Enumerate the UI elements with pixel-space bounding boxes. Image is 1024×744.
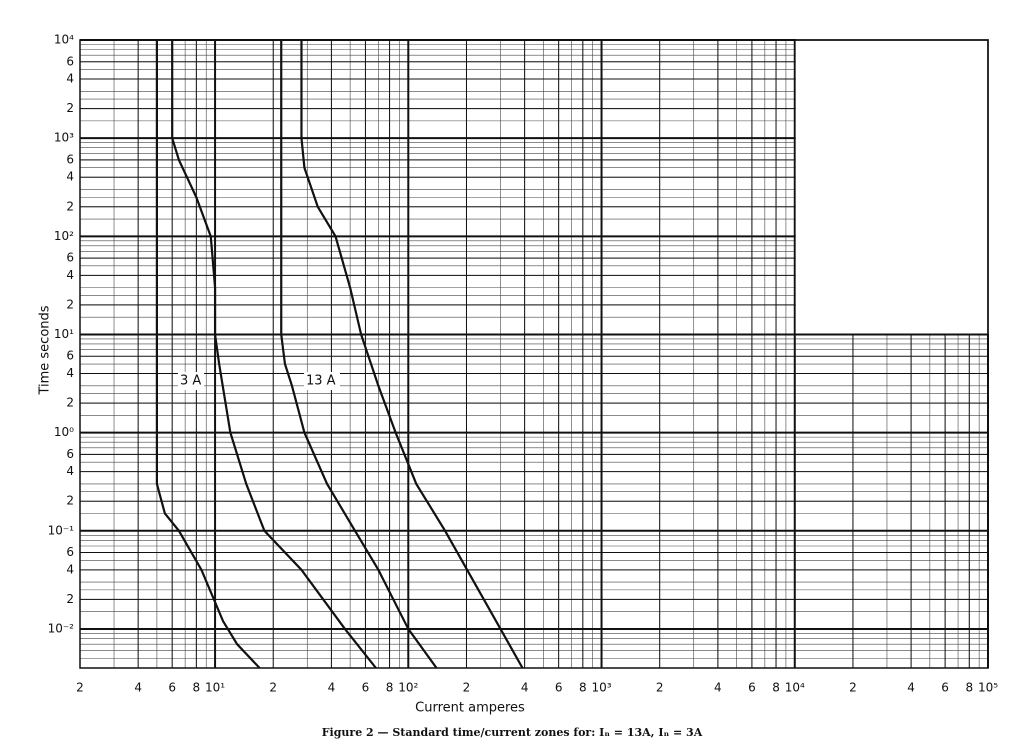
curve [155, 40, 261, 669]
curve [280, 40, 438, 669]
x-tick-label: 4 [714, 681, 722, 695]
x-tick-label: 4 [328, 681, 336, 695]
caption: Figure 2 — Standard time/current zones f… [322, 726, 703, 739]
x-tick-label: 4 [907, 681, 915, 695]
y-tick-label: 2 [66, 101, 74, 115]
y-tick-label: 6 [66, 152, 74, 166]
x-tick-label: 10³ [591, 681, 611, 695]
y-tick-label: 4 [66, 562, 74, 576]
curve [300, 40, 524, 669]
y-tick-label: 4 [66, 268, 74, 282]
y-tick-label: 2 [66, 396, 74, 410]
x-tick-label: 2 [269, 681, 277, 695]
x-tick-label: 8 [386, 681, 394, 695]
y-tick-label: 6 [66, 349, 74, 363]
x-tick-label: 8 [579, 681, 587, 695]
x-tick-label: 10¹ [205, 681, 225, 695]
y-tick-label: 6 [66, 447, 74, 461]
annotation: 13 A [306, 374, 336, 389]
x-tick-label: 2 [76, 681, 84, 695]
x-tick-label: 4 [134, 681, 142, 695]
x-tick-label: 6 [168, 681, 176, 695]
x-tick-label: 2 [849, 681, 857, 695]
y-tick-label: 2 [66, 592, 74, 606]
y-tick-label: 10² [54, 229, 74, 243]
y-tick-label: 6 [66, 251, 74, 265]
annotation: 3 A [180, 374, 201, 389]
annotation-bg [304, 372, 340, 390]
x-tick-label: 8 [772, 681, 780, 695]
annotation-bg [178, 372, 204, 390]
x-tick-label: 4 [521, 681, 529, 695]
x-tick-label: 8 [965, 681, 973, 695]
y-tick-label: 10⁰ [54, 425, 74, 439]
x-tick-label: 6 [748, 681, 756, 695]
y-tick-label: 10¹ [54, 327, 74, 341]
x-tick-label: 6 [941, 681, 949, 695]
x-tick-label: 6 [555, 681, 563, 695]
curve [171, 40, 377, 669]
plot-frame [79, 39, 989, 669]
x-tick-label: 10⁵ [978, 681, 998, 695]
x-tick-label: 2 [656, 681, 664, 695]
x-tick-label: 10⁴ [785, 681, 805, 695]
y-tick-label: 10⁻¹ [48, 523, 75, 537]
y-tick-label: 10³ [54, 131, 74, 145]
x-axis-label: Current amperes [415, 701, 525, 716]
y-tick-label: 10⁻² [48, 621, 75, 635]
y-tick-label: 4 [66, 366, 74, 380]
y-tick-label: 2 [66, 494, 74, 508]
blank-region [795, 38, 993, 334]
x-tick-label: 6 [362, 681, 370, 695]
y-tick-label: 4 [66, 170, 74, 184]
x-tick-label: 2 [463, 681, 471, 695]
x-tick-label: 8 [193, 681, 201, 695]
y-tick-label: 6 [66, 54, 74, 68]
y-tick-label: 2 [66, 297, 74, 311]
x-tick-label: 10² [398, 681, 418, 695]
y-tick-label: 10⁴ [54, 33, 74, 47]
y-tick-label: 6 [66, 545, 74, 559]
y-tick-label: 4 [66, 72, 74, 86]
y-tick-label: 4 [66, 464, 74, 478]
y-tick-label: 2 [66, 199, 74, 213]
y-axis-label: Time seconds [38, 305, 53, 395]
